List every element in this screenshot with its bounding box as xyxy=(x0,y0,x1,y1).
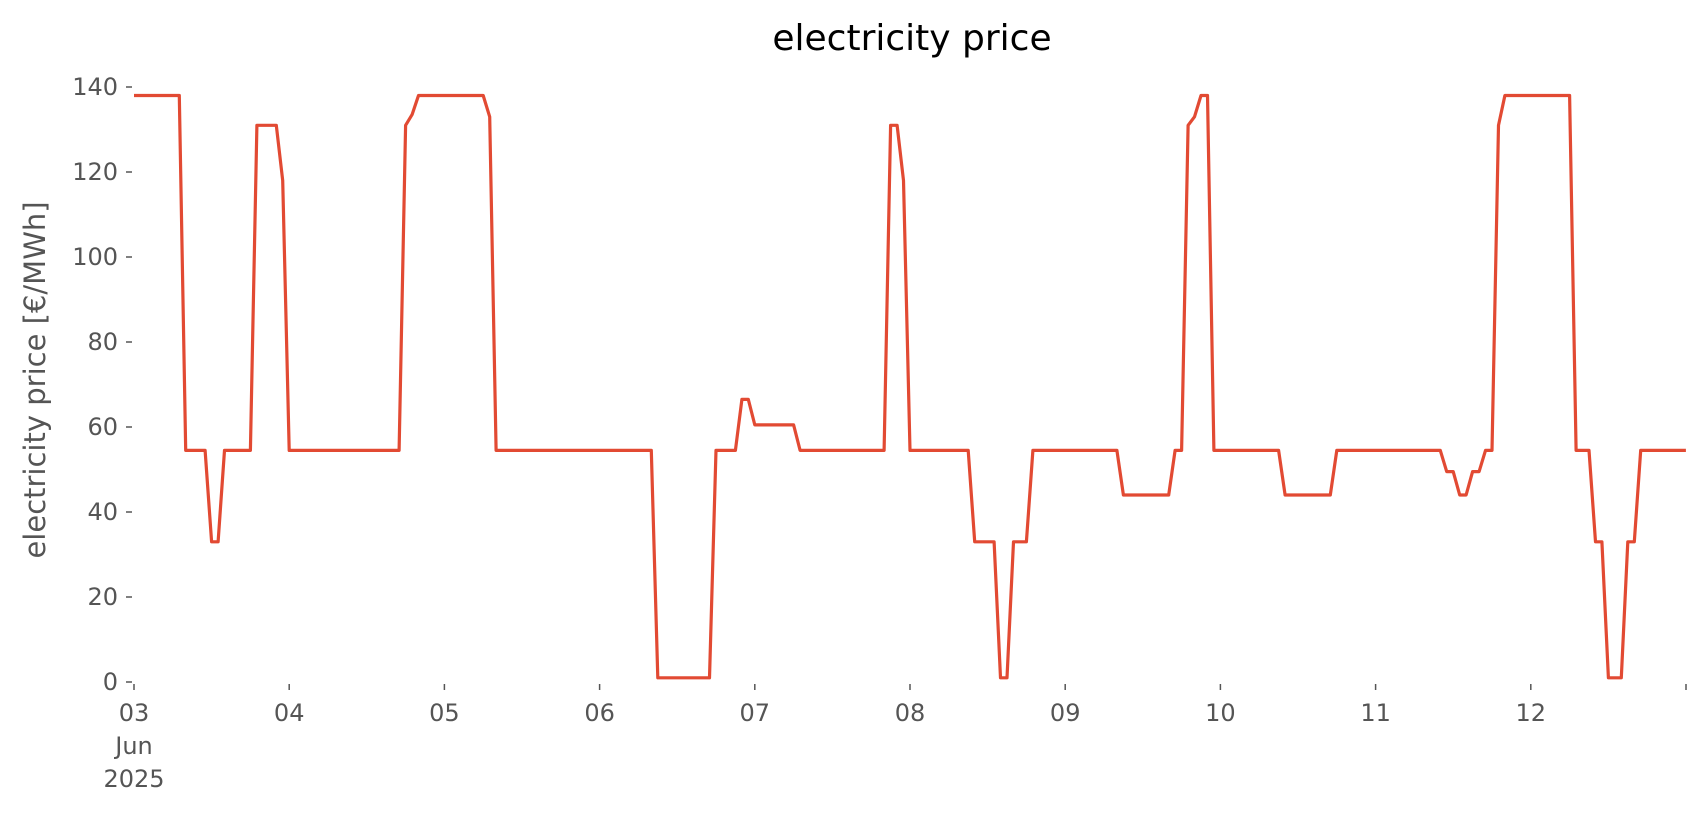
x-tick-label: 12 xyxy=(1516,699,1547,727)
x-tick-label: 2025 xyxy=(103,765,164,793)
x-tick-label: 05 xyxy=(429,699,460,727)
y-axis-ticks: 0 20 40 60 80 100 120 140 xyxy=(72,73,132,696)
y-tick-label: 60 xyxy=(87,413,118,441)
y-tick-label: 20 xyxy=(87,583,118,611)
x-tick-label: 07 xyxy=(740,699,771,727)
chart-title: electricity price xyxy=(772,18,1051,59)
y-tick-label: 140 xyxy=(72,73,118,101)
y-tick-label: 40 xyxy=(87,498,118,526)
x-tick-label: 04 xyxy=(274,699,305,727)
x-tick-label: 03 xyxy=(119,699,150,727)
series-group xyxy=(134,93,1686,680)
x-tick-label: 10 xyxy=(1205,699,1236,727)
y-tick-label: 0 xyxy=(103,668,118,696)
x-tick-label: 06 xyxy=(584,699,615,727)
y-tick-label: 100 xyxy=(72,243,118,271)
x-tick-label: 08 xyxy=(895,699,926,727)
x-tick-label: Jun xyxy=(113,732,153,760)
y-tick-label: 80 xyxy=(87,328,118,356)
x-tick-label: 11 xyxy=(1360,699,1391,727)
x-tick-label: 09 xyxy=(1050,699,1081,727)
x-axis-ticks: 03 Jun 2025 04 05 06 07 08 09 10 11 12 xyxy=(103,684,1687,793)
y-tick-label: 120 xyxy=(72,158,118,186)
series-line xyxy=(134,93,1686,680)
y-axis-label: electricity price [€/MWh] xyxy=(18,201,52,558)
